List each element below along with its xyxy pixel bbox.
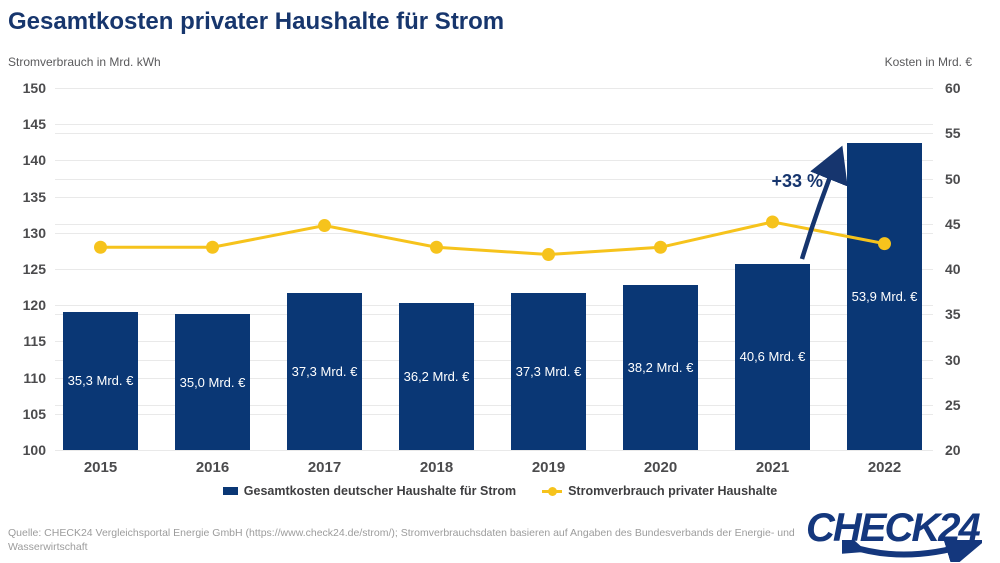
legend-item-consumption: Stromverbrauch privater Haushalte — [542, 484, 777, 498]
left-axis-tick: 105 — [22, 406, 46, 422]
line-data-point — [766, 215, 779, 229]
bar-value-label: 36,2 Mrd. € — [403, 369, 470, 385]
line-swatch-icon — [542, 486, 563, 496]
x-axis-label-2021: 2021 — [755, 459, 790, 476]
check24-smile-icon — [842, 540, 982, 562]
x-axis-label-2015: 2015 — [83, 459, 118, 476]
x-axis-label-2017: 2017 — [307, 459, 342, 476]
left-axis-tick: 150 — [22, 80, 46, 96]
bar-value-label: 38,2 Mrd. € — [627, 360, 694, 376]
grid-line — [55, 305, 933, 306]
right-axis-tick: 40 — [945, 261, 961, 277]
bar-value-label: 53,9 Mrd. € — [851, 289, 918, 305]
right-axis-tick: 45 — [945, 216, 961, 232]
left-axis-tick: 100 — [22, 442, 46, 458]
bar-value-label: 37,3 Mrd. € — [291, 364, 358, 380]
legend-item-costs: Gesamtkosten deutscher Haushalte für Str… — [222, 484, 517, 498]
left-axis-tick: 140 — [22, 152, 46, 168]
line-data-point — [318, 219, 331, 233]
bar-value-label: 40,6 Mrd. € — [739, 349, 806, 365]
legend-label-costs: Gesamtkosten deutscher Haushalte für Str… — [243, 484, 517, 498]
grid-line — [55, 179, 933, 180]
legend: Gesamtkosten deutscher Haushalte für Str… — [0, 484, 1000, 498]
left-axis-tick: 145 — [22, 116, 46, 132]
bar-2016: 35,0 Mrd. € — [175, 314, 250, 450]
bar-2021: 40,6 Mrd. € — [735, 263, 810, 450]
line-data-point — [430, 240, 443, 254]
right-axis-tick: 55 — [945, 125, 961, 141]
grid-line — [55, 405, 933, 406]
right-axis-tick: 60 — [945, 80, 961, 96]
line-data-point — [542, 248, 555, 262]
grid-line — [55, 124, 933, 125]
right-axis-title: Kosten in Mrd. € — [884, 55, 972, 69]
bar-2022: 53,9 Mrd. € — [847, 143, 922, 450]
bar-value-label: 37,3 Mrd. € — [515, 364, 582, 380]
grid-line — [55, 341, 933, 342]
bar-2017: 37,3 Mrd. € — [287, 293, 362, 450]
x-axis-label-2022: 2022 — [867, 459, 902, 476]
bar-swatch-icon — [222, 487, 238, 495]
right-axis-tick: 20 — [945, 442, 961, 458]
right-axis-tick: 35 — [945, 306, 961, 322]
percent-change-label: +33 % — [771, 171, 823, 191]
page-title: Gesamtkosten privater Haushalte für Stro… — [8, 8, 505, 35]
x-axis-label-2020: 2020 — [643, 459, 678, 476]
line-data-point — [654, 240, 667, 254]
left-axis-title: Stromverbrauch in Mrd. kWh — [8, 55, 161, 69]
grid-line — [55, 224, 933, 225]
grid-line — [55, 269, 933, 270]
left-axis-tick: 110 — [23, 370, 46, 386]
line-data-point — [94, 240, 107, 254]
grid-line — [55, 233, 933, 234]
grid-line — [55, 450, 933, 451]
left-axis-tick: 135 — [22, 189, 46, 205]
line-data-point — [206, 240, 219, 254]
grid-line — [55, 414, 933, 415]
bar-2020: 38,2 Mrd. € — [623, 285, 698, 450]
source-note: Quelle: CHECK24 Vergleichsportal Energie… — [8, 527, 795, 553]
grid-line — [55, 197, 933, 198]
grid-line — [55, 133, 933, 134]
grid-line — [55, 360, 933, 361]
legend-label-consumption: Stromverbrauch privater Haushalte — [568, 484, 778, 498]
grid-line — [55, 88, 933, 89]
x-axis-label-2018: 2018 — [419, 459, 454, 476]
bar-2019: 37,3 Mrd. € — [511, 293, 586, 450]
right-axis-tick: 30 — [945, 352, 961, 368]
bar-value-label: 35,0 Mrd. € — [179, 374, 246, 390]
right-axis-tick: 25 — [945, 397, 961, 413]
bar-2018: 36,2 Mrd. € — [399, 303, 474, 450]
x-axis-label-2019: 2019 — [531, 459, 566, 476]
bar-value-label: 35,3 Mrd. € — [67, 373, 134, 389]
bar-2015: 35,3 Mrd. € — [63, 311, 138, 450]
left-axis-tick: 125 — [22, 261, 46, 277]
grid-line — [55, 160, 933, 161]
left-axis-tick: 130 — [22, 225, 46, 241]
x-axis-label-2016: 2016 — [195, 459, 230, 476]
line-data-point — [878, 237, 891, 251]
left-axis-tick: 120 — [22, 297, 46, 313]
grid-line — [55, 314, 933, 315]
grid-line — [55, 378, 933, 379]
left-axis-tick: 115 — [23, 333, 46, 349]
right-axis-tick: 50 — [945, 171, 961, 187]
check24-logo: CHECK24 — [806, 508, 992, 562]
